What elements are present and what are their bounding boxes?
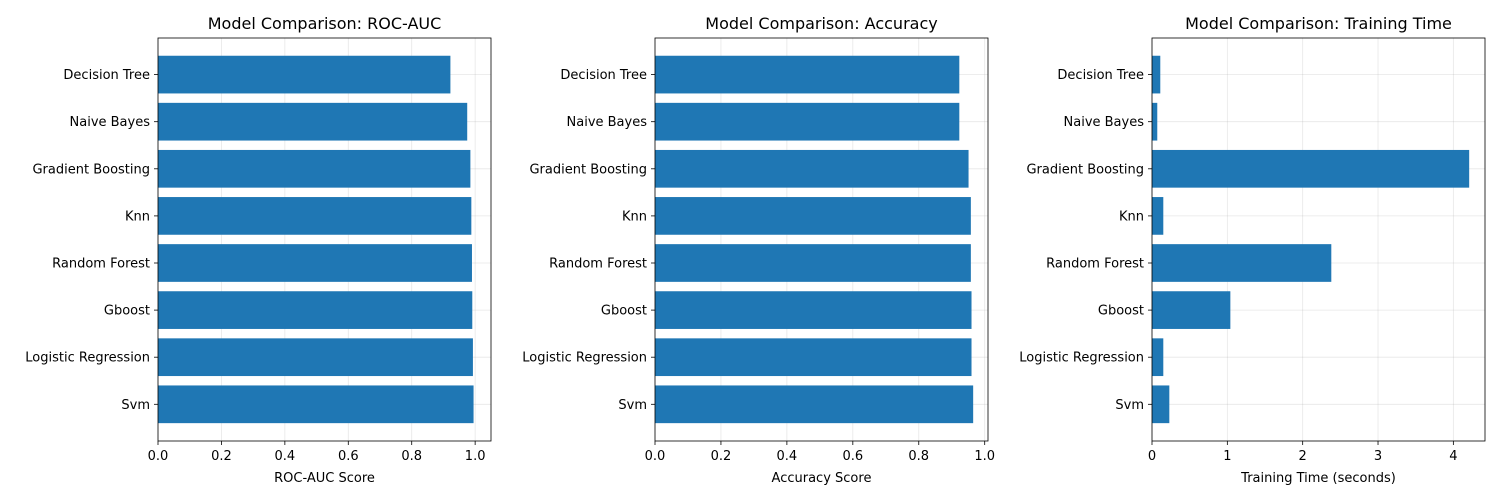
axes-frame — [1151, 37, 1486, 442]
chart-title: Model Comparison: Training Time — [1185, 14, 1452, 33]
chart-panel-2: 0.0 0.2 0.4 0.6 0.8 1.0 Decision Tree Naive Bay… — [522, 14, 995, 486]
bar-random-forest — [655, 244, 971, 282]
bar-gradient-boosting — [1152, 149, 1470, 188]
bar-gboost — [158, 291, 473, 329]
axes-frame — [157, 37, 492, 442]
y-tick-label: Gboost — [1098, 304, 1144, 319]
x-tick-label: 0.4 — [275, 449, 296, 464]
y-tick-label: Gboost — [104, 304, 150, 319]
x-tick-label: 0.2 — [711, 449, 732, 464]
y-tick-label: Naive Bayes — [567, 115, 648, 130]
y-tick-label: Naive Bayes — [70, 115, 151, 130]
y-tick-label: Gboost — [601, 304, 647, 319]
y-tick-label: Gradient Boosting — [1026, 162, 1144, 177]
bar-gboost — [655, 291, 972, 329]
x-tick-label: 0.8 — [908, 449, 929, 464]
x-tick-label: 0.6 — [338, 449, 359, 464]
bar-decision-tree — [1152, 55, 1161, 94]
bar-svm — [655, 385, 974, 424]
x-tick-label: 0.6 — [842, 449, 863, 464]
bar-knn — [1152, 197, 1164, 235]
y-tick-label: Knn — [622, 209, 647, 224]
chart-title: Model Comparison: ROC-AUC — [208, 14, 442, 33]
bar-gradient-boosting — [655, 149, 969, 188]
bar-naive-bayes — [1152, 102, 1158, 141]
x-axis-label: Accuracy Score — [772, 471, 872, 486]
axes-frame — [654, 37, 989, 442]
bar-logistic-regression — [655, 338, 972, 377]
y-tick-label: Logistic Regression — [25, 351, 150, 366]
x-axis-label: ROC-AUC Score — [274, 471, 375, 486]
y-tick-label: Random Forest — [52, 257, 150, 272]
y-tick-label: Decision Tree — [63, 68, 150, 83]
bar-random-forest — [158, 244, 472, 282]
y-tick-label: Decision Tree — [1057, 68, 1144, 83]
y-tick-label: Knn — [1119, 209, 1144, 224]
bar-random-forest — [1152, 244, 1332, 282]
bar-naive-bayes — [655, 102, 960, 141]
bar-svm — [1152, 385, 1170, 424]
x-tick-label: 1.0 — [974, 449, 995, 464]
x-tick-label: 2 — [1299, 449, 1307, 464]
bar-knn — [158, 197, 472, 235]
bar-svm — [158, 385, 474, 424]
y-tick-label: Logistic Regression — [1019, 351, 1144, 366]
y-tick-label: Svm — [1115, 398, 1144, 413]
y-tick-label: Knn — [125, 209, 150, 224]
y-tick-label: Gradient Boosting — [32, 162, 150, 177]
y-tick-label: Svm — [121, 398, 150, 413]
x-tick-label: 0.4 — [777, 449, 798, 464]
x-tick-label: 0 — [1148, 449, 1156, 464]
bar-decision-tree — [158, 55, 451, 94]
x-axis-label: Training Time (seconds) — [1240, 471, 1396, 486]
bar-logistic-regression — [1152, 338, 1164, 377]
x-tick-label: 0.0 — [645, 449, 666, 464]
y-tick-label: Random Forest — [549, 257, 647, 272]
x-tick-label: 4 — [1449, 449, 1457, 464]
x-tick-label: 1 — [1223, 449, 1231, 464]
chart-panel-1: 0.0 0.2 0.4 0.6 0.8 1.0 Decision Tree Naive Bay… — [25, 14, 492, 486]
x-tick-label: 3 — [1374, 449, 1382, 464]
bar-knn — [655, 197, 971, 235]
y-tick-label: Naive Bayes — [1064, 115, 1145, 130]
y-tick-label: Gradient Boosting — [529, 162, 647, 177]
x-tick-label: 0.0 — [148, 449, 169, 464]
bar-naive-bayes — [158, 102, 468, 141]
bar-gradient-boosting — [158, 149, 471, 188]
chart-title: Model Comparison: Accuracy — [705, 14, 937, 33]
y-tick-label: Random Forest — [1046, 257, 1144, 272]
y-tick-label: Svm — [618, 398, 647, 413]
y-tick-label: Logistic Regression — [522, 351, 647, 366]
x-tick-label: 0.8 — [401, 449, 422, 464]
x-tick-label: 0.2 — [211, 449, 232, 464]
bar-gboost — [1152, 291, 1231, 329]
y-tick-label: Decision Tree — [560, 68, 647, 83]
bar-decision-tree — [655, 55, 960, 94]
bar-logistic-regression — [158, 338, 473, 377]
chart-panel-3: 0 1 2 3 4 Decision Tree Naive Bayes Gradient Bo… — [1019, 14, 1486, 486]
x-tick-label: 1.0 — [465, 449, 486, 464]
